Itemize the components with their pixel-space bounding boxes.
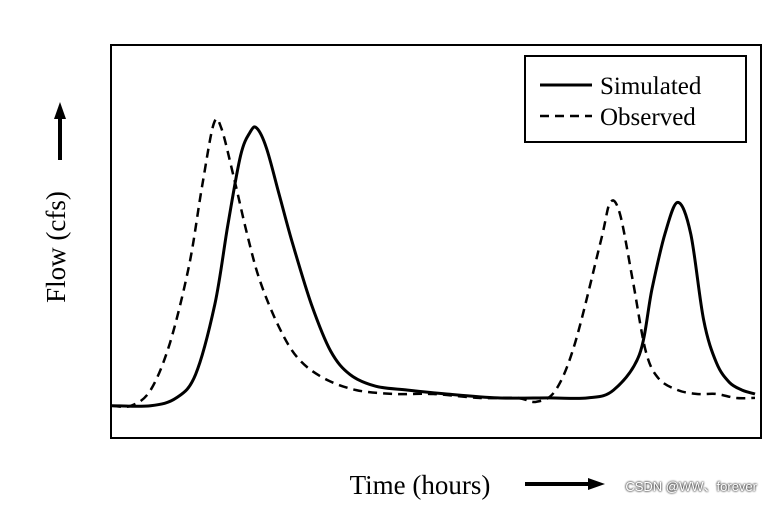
series-line-observed xyxy=(111,117,756,409)
x-axis-label: Time (hours) xyxy=(350,470,491,500)
series-line-simulated xyxy=(111,125,756,408)
y-axis-arrow xyxy=(54,102,66,160)
y-axis-label: Flow (cfs) xyxy=(41,191,71,303)
legend-label-simulated: Simulated xyxy=(600,73,702,100)
x-axis-arrow xyxy=(525,478,605,490)
legend: Simulated Observed xyxy=(524,55,747,143)
plot-frame xyxy=(110,44,762,439)
series-layer xyxy=(111,117,756,409)
legend-label-observed: Observed xyxy=(600,104,696,131)
watermark: CSDN @WW、forever xyxy=(625,479,757,494)
legend-box xyxy=(524,55,747,143)
